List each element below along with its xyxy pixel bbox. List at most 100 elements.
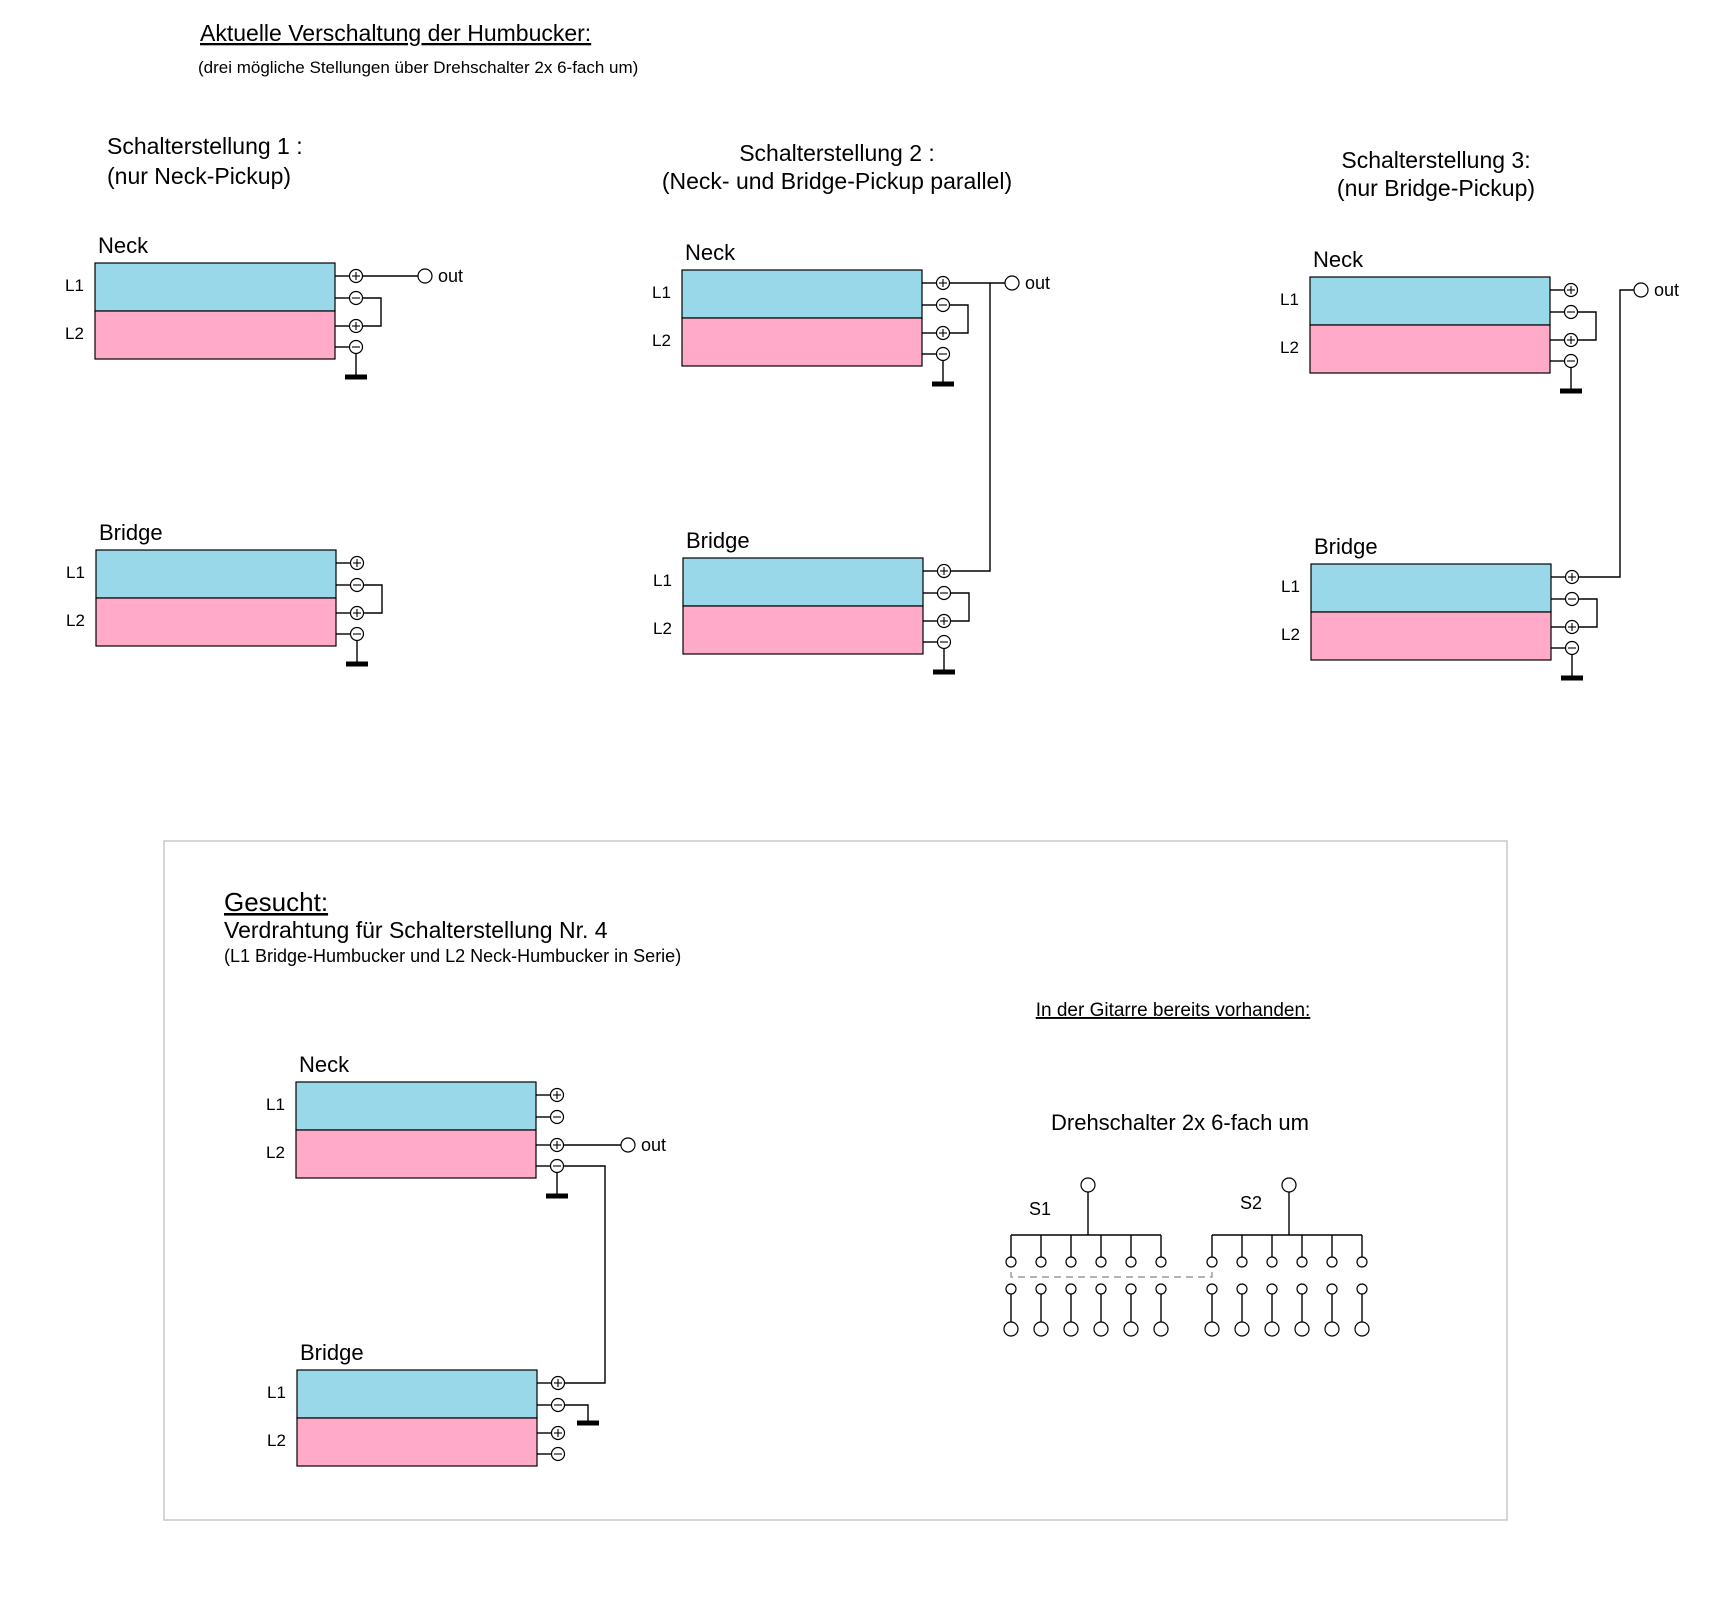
switch-s2-pole-1-contact-a [1206,1256,1218,1268]
switch-s2-pole-5-contact-a [1326,1256,1338,1268]
pos1-bridge-label: Bridge [99,520,163,545]
switch-s1-pole-5-contact-b [1125,1283,1137,1295]
pos3-bridge-coil-l1 [1310,563,1552,613]
pos4-out-terminal [620,1137,636,1153]
switch-s1-pole-6-terminal [1153,1321,1169,1337]
pos2-bridge-l2-label: L2 [653,619,672,638]
pos2-parallel-wire [950,283,991,572]
pos3-out-terminal [1633,282,1649,298]
switch-s2-pole-1-terminal [1204,1321,1220,1337]
position-3-subtitle: (nur Bridge-Pickup) [1337,175,1535,201]
pos3-out-wire [1578,289,1634,578]
switch-label-s1: S1 [1029,1199,1051,1219]
switch-s1-pole-6-contact-b [1155,1283,1167,1295]
switch-s1-pole-1-contact-b [1005,1283,1017,1295]
switch-label-s2: S2 [1240,1193,1262,1213]
pos2-bridge-label: Bridge [686,528,750,553]
switch-title: Drehschalter 2x 6-fach um [1051,1110,1309,1135]
switch-s2-pole-2-contact-b [1236,1283,1248,1295]
switch-s1-pole-1-contact-a [1005,1256,1017,1268]
pos2-bridge-series [950,592,970,622]
pos4-series-wire [563,1165,606,1384]
pos4-bridge-l1-label: L1 [267,1383,286,1402]
switch-s2-pole-6-contact-b [1356,1283,1368,1295]
pos3-bridge-label: Bridge [1314,534,1378,559]
switch-s2-pole-3-contact-a [1266,1256,1278,1268]
position-2-subtitle: (Neck- und Bridge-Pickup parallel) [662,168,1012,194]
pos1-neck-coil-l1 [94,262,336,312]
switch-s1-pole-3-terminal [1063,1321,1079,1337]
pos4-bridge-ground-wire [564,1404,589,1423]
pos3-bridge-l1-label: L1 [1281,577,1300,596]
pos3-bridge-coil-l2 [1310,611,1552,661]
switch-s1-pole-2-contact-a [1035,1256,1047,1268]
pos3-bridge-l2-label: L2 [1281,625,1300,644]
pos4-neck-coil-l2 [295,1129,537,1179]
switch-s2-pole-6-contact-a [1356,1256,1368,1268]
switch-s2-pole-3-terminal [1264,1321,1280,1337]
switch-coupling-line [1010,1272,1213,1278]
switch-s1-pole-3-contact-a [1065,1256,1077,1268]
page-title: Aktuelle Verschaltung der Humbucker: [200,20,591,46]
switch-s2-common-terminal [1281,1177,1297,1193]
pos1-bridge-coil-l1 [95,549,337,599]
switch-s2-pole-6-terminal [1354,1321,1370,1337]
pos1-neck-coil-l2 [94,310,336,360]
pos1-bridge-series [363,584,383,614]
switch-s1-pole-5-contact-a [1125,1256,1137,1268]
pos2-bridge-coil-l1 [682,557,924,607]
pos1-bridge-l2-label: L2 [66,611,85,630]
switch-s2-pole-4-terminal [1294,1321,1310,1337]
pos4-bridge: Bridge L1 L2 [267,1340,566,1467]
pos2-neck-label: Neck [685,240,736,265]
pos4-neck-label: Neck [299,1052,350,1077]
switch-s1-pole-2-terminal [1033,1321,1049,1337]
wanted-frame [163,840,1508,1521]
pos1-neck-label: Neck [98,233,149,258]
switch-s2-pole-5-contact-b [1326,1283,1338,1295]
pos3-neck-label: Neck [1313,247,1364,272]
pos2-neck-series [949,304,969,334]
pos3-neck-l1-label: L1 [1280,290,1299,309]
pos4-neck-coil-l1 [295,1081,537,1131]
switch-s1-pole-2-contact-b [1035,1283,1047,1295]
pos4-bridge-coil-l1 [296,1369,538,1419]
page-subtitle: (drei mögliche Stellungen über Drehschal… [198,58,638,77]
pos2-bridge-coil-l2 [682,605,924,655]
switch-s2-pole-2-contact-a [1236,1256,1248,1268]
switch-s1-pole-3-contact-b [1065,1283,1077,1295]
pos2-out-label: out [1025,273,1050,293]
pos3-bridge: Bridge L1 L2 [1281,534,1580,661]
switch-s1-pole-4-contact-b [1095,1283,1107,1295]
pos1-bridge-l1-label: L1 [66,563,85,582]
wanted-note: (L1 Bridge-Humbucker und L2 Neck-Humbuck… [224,946,681,966]
pos2-neck: Neck L1 L2 [652,240,951,367]
existing-heading: In der Gitarre bereits vorhanden: [1036,1000,1311,1021]
pos1-out-terminal [417,268,433,284]
pos3-neck: Neck L1 L2 [1280,247,1579,374]
pos3-neck-l2-label: L2 [1280,338,1299,357]
switch-s1 [1003,1177,1169,1337]
switch-s2 [1204,1177,1370,1337]
pos3-out-label: out [1654,280,1679,300]
pos3-neck-coil-l1 [1309,276,1551,326]
switch-s1-common-terminal [1080,1177,1096,1193]
pos1-neck-series [362,297,382,327]
pos1-bridge: Bridge L1 L2 [66,520,365,647]
position-1-subtitle: (nur Neck-Pickup) [107,163,291,189]
pos2-neck-coil-l1 [681,269,923,319]
pos1-bridge-coil-l2 [95,597,337,647]
pos4-bridge-label: Bridge [300,1340,364,1365]
switch-s2-pole-4-contact-a [1296,1256,1308,1268]
switch-s1-pole-4-terminal [1093,1321,1109,1337]
pos2-bridge-l1-label: L1 [653,571,672,590]
switch-s1-pole-4-contact-a [1095,1256,1107,1268]
pos2-neck-l2-label: L2 [652,331,671,350]
pos4-neck: Neck L1 L2 [266,1052,565,1179]
pos4-neck-l2-label: L2 [266,1143,285,1162]
position-2-title: Schalterstellung 2 : [739,140,935,166]
pos1-neck: Neck L1 L2 [65,233,364,360]
pos2-bridge: Bridge L1 L2 [653,528,952,655]
pos3-neck-coil-l2 [1309,324,1551,374]
